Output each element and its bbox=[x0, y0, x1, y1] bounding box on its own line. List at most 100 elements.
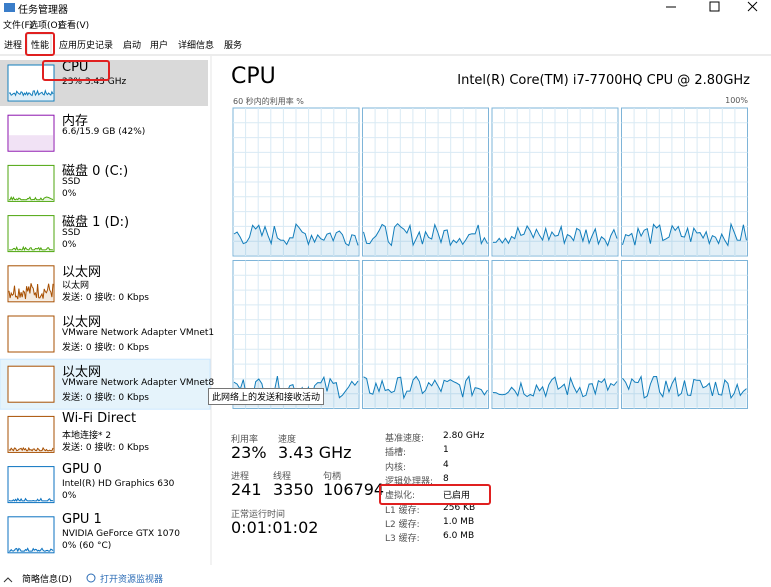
stat-value: 3350 bbox=[273, 480, 314, 499]
collapse-link[interactable]: 简略信息(D) bbox=[22, 575, 72, 585]
thumbnail-line-area bbox=[9, 197, 53, 201]
highlight bbox=[25, 32, 55, 56]
item-detail: 0% bbox=[62, 189, 77, 200]
thumbnail bbox=[7, 365, 55, 403]
item-name[interactable]: 以太网 bbox=[62, 315, 102, 330]
item-detail: 23% 3.43 GHz bbox=[62, 77, 127, 87]
thumbnail bbox=[7, 215, 55, 253]
thumbnail-line bbox=[8, 446, 54, 452]
stat-label: 进程 bbox=[231, 472, 250, 482]
detail-value: 2.80 GHz bbox=[443, 431, 485, 441]
thumbnail-line-area bbox=[9, 247, 53, 251]
stat-label: 句柄 bbox=[323, 472, 342, 482]
menu-item[interactable]: 查看(V) bbox=[58, 21, 90, 31]
detail-value: 8 bbox=[443, 473, 449, 484]
thumbnail-line bbox=[9, 245, 53, 251]
item-name[interactable]: CPU bbox=[62, 60, 89, 75]
item-name[interactable]: Wi-Fi Direct bbox=[62, 411, 137, 427]
item-detail: 发送: 0 接收: 0 Kbps bbox=[62, 292, 149, 303]
tab[interactable]: 启动 bbox=[123, 41, 142, 51]
detail-label: 内核: bbox=[385, 462, 407, 473]
detail-label: 逻辑处理器: bbox=[385, 476, 434, 487]
maximize[interactable] bbox=[709, 1, 720, 12]
tab[interactable]: 应用历史记录 bbox=[59, 41, 114, 51]
core-line-area bbox=[493, 226, 617, 255]
monitor-link[interactable]: 打开资源监视器 bbox=[100, 575, 164, 585]
detail-value: 1 bbox=[443, 445, 449, 456]
tab[interactable]: 详细信息 bbox=[178, 41, 215, 51]
tooltip: 此网络上的发送和接收活动 bbox=[208, 388, 325, 405]
detail-value: 6.0 MB bbox=[443, 531, 475, 542]
core-line bbox=[492, 376, 618, 399]
detail-value: 256 KB bbox=[443, 502, 476, 513]
thumbnail-line bbox=[9, 195, 54, 201]
detail-label: 插槽: bbox=[385, 448, 407, 459]
stat-value: 0:01:01:02 bbox=[231, 518, 319, 537]
item-detail: 0% (60 °C) bbox=[62, 540, 112, 551]
item-detail: 以太网 bbox=[62, 280, 90, 291]
item-name[interactable]: 磁盘 0 (C:) bbox=[62, 164, 129, 180]
core-line bbox=[492, 224, 618, 247]
item-detail: SSD bbox=[62, 177, 81, 188]
close[interactable] bbox=[747, 1, 758, 12]
main-title: CPU bbox=[231, 64, 276, 89]
item-name[interactable]: 内存 bbox=[62, 114, 89, 130]
core-line-area bbox=[493, 377, 617, 408]
highlight bbox=[379, 484, 491, 505]
detail-label: L2 缓存: bbox=[385, 519, 420, 530]
thumbnail-line bbox=[8, 497, 54, 502]
item-detail: Intel(R) HD Graphics 630 bbox=[62, 478, 175, 489]
thumbnail-fill bbox=[9, 135, 53, 151]
item-detail: 0% bbox=[62, 490, 77, 501]
detail-value: 已启用 bbox=[443, 491, 471, 502]
menu-item[interactable]: 选项(O) bbox=[29, 21, 62, 31]
thumbnail bbox=[7, 415, 55, 453]
stat-label: 线程 bbox=[273, 472, 292, 482]
collapse-icon[interactable] bbox=[3, 577, 13, 583]
monitor-icon bbox=[86, 573, 96, 583]
thumbnail bbox=[7, 315, 55, 353]
item-detail: VMware Network Adapter VMnet8 bbox=[62, 378, 215, 389]
item-name[interactable]: GPU 1 bbox=[62, 511, 102, 527]
tab[interactable]: 性能 bbox=[31, 41, 50, 51]
tab[interactable]: 服务 bbox=[224, 41, 243, 51]
thumbnail-line bbox=[8, 89, 54, 97]
detail-label: 虚拟化: bbox=[385, 491, 416, 502]
core-line bbox=[622, 222, 747, 247]
thumbnail-line bbox=[8, 283, 54, 300]
item-detail: 发送: 0 接收: 0 Kbps bbox=[62, 443, 149, 454]
tab[interactable]: 用户 bbox=[150, 41, 169, 51]
core-line-area bbox=[234, 224, 358, 255]
item-name[interactable]: 以太网 bbox=[62, 264, 102, 280]
stat-value: 23% bbox=[231, 443, 267, 462]
item-name[interactable]: 磁盘 1 (D:) bbox=[62, 214, 130, 230]
core-line bbox=[363, 222, 488, 247]
item-detail: 6.6/15.9 GB (42%) bbox=[62, 127, 146, 138]
cpu-model: Intel(R) Core(TM) i7-7700HQ CPU @ 2.80GH… bbox=[457, 73, 750, 88]
menu-item[interactable]: 文件(F) bbox=[3, 21, 34, 31]
thumbnail bbox=[7, 164, 55, 202]
item-detail: VMware Network Adapter VMnet1 bbox=[62, 328, 215, 338]
stat-value: 106794 bbox=[323, 480, 385, 499]
stat-label: 利用率 bbox=[231, 435, 259, 445]
thumbnail-line bbox=[9, 547, 54, 553]
detail-label: 基准速度: bbox=[385, 434, 425, 444]
stat-value: 241 bbox=[231, 480, 262, 499]
core-line bbox=[622, 374, 747, 400]
item-detail: 本地连接* 2 bbox=[62, 431, 112, 442]
graph-label: 60 秒内的利用率 % bbox=[233, 97, 304, 106]
item-name[interactable]: 以太网 bbox=[62, 365, 102, 381]
tab[interactable]: 进程 bbox=[4, 41, 23, 51]
item-detail: SSD bbox=[62, 227, 81, 238]
item-detail: 0% bbox=[62, 239, 77, 250]
thumbnail bbox=[7, 466, 55, 504]
core-line bbox=[233, 223, 359, 247]
highlight bbox=[42, 60, 110, 81]
core-line bbox=[363, 374, 488, 400]
detail-label: L3 缓存: bbox=[385, 534, 420, 545]
item-name[interactable]: GPU 0 bbox=[62, 461, 102, 477]
core-line-area bbox=[622, 224, 747, 255]
stat-label: 速度 bbox=[278, 435, 297, 445]
detail-value: 4 bbox=[443, 459, 449, 470]
